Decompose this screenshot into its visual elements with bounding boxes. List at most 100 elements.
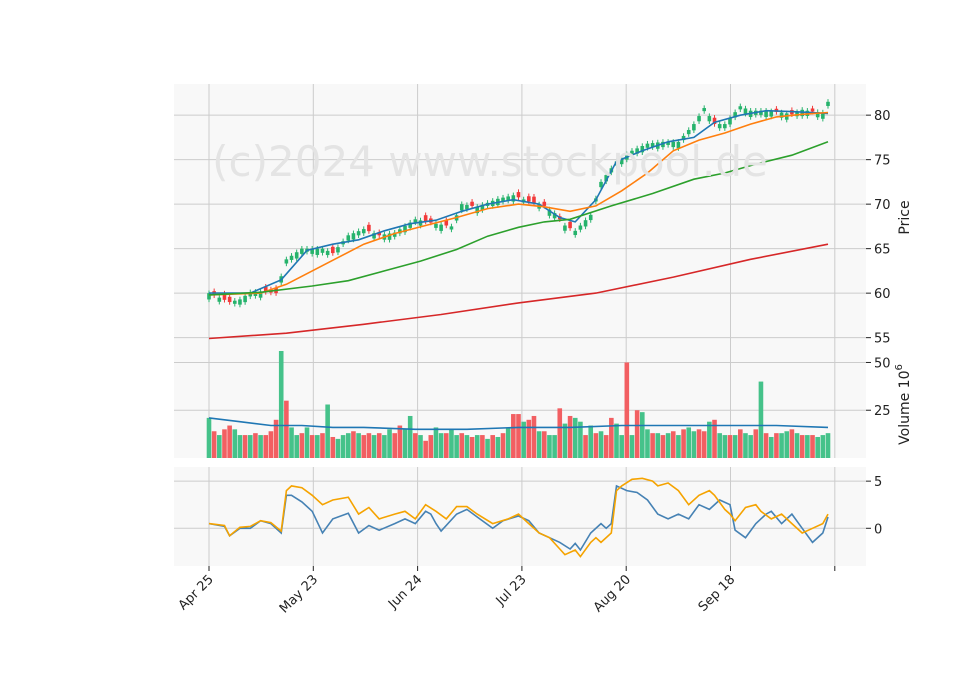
candle [336,247,340,253]
volume-bar [438,433,444,458]
volume-bar [242,435,248,458]
volume-bar [397,425,403,458]
candle [516,192,521,198]
x-tick-label: Jul 23 [493,572,530,609]
candle [459,204,464,211]
watermark: (c)2024 www.stockpool.de [212,137,768,186]
volume-bar [284,400,289,458]
volume-bar [598,431,604,458]
candle [263,286,268,292]
candle [764,110,768,118]
volume-bar [738,429,743,458]
volume-bar [294,435,299,458]
candle [238,299,242,305]
volume-bar [789,429,795,458]
candle [387,233,392,240]
volume-bar [691,431,697,458]
candle [511,195,516,202]
candle [294,252,299,259]
volume-bar [500,433,506,458]
volume-bar [469,436,475,458]
volume-bar [660,435,666,458]
volume-bar [624,362,630,458]
candle [759,110,763,115]
volume-bar [392,433,397,458]
volume-bar [707,421,712,458]
volume-bar [474,435,480,458]
price-tick-label: 55 [874,332,891,347]
candle [547,209,552,216]
candle [578,225,583,230]
volume-bar [366,433,372,458]
volume-bar [289,427,294,458]
volume-bar [645,429,650,458]
price-tick-label: 75 [874,154,891,169]
candle [702,108,706,112]
candle [284,259,289,264]
candle [222,293,227,300]
candle [300,248,304,254]
oscillator-grid [174,480,866,529]
candle [712,117,717,125]
x-tick-label: May 23 [277,572,321,616]
volume-bar [619,435,624,458]
candle [320,248,325,253]
volume-bar [763,433,769,458]
candle [821,112,825,119]
candle [676,141,681,149]
volume-bar [268,431,274,458]
candle [310,248,314,254]
volume-bar [361,435,367,458]
volume-bar [320,433,325,458]
volume-bar [531,415,537,458]
volume-bar [263,435,269,458]
moving-average-line [208,243,829,340]
candle [681,135,686,141]
volume-bar [758,381,764,458]
candle [465,205,469,210]
candle [480,204,485,211]
volume-bar [237,435,243,458]
volume-bar [371,435,377,458]
candle [738,106,743,110]
candle [434,223,438,228]
volume-bar [686,427,692,458]
candle [207,293,211,300]
candle [645,143,650,148]
volume-bar [562,423,568,458]
volume-bar [784,431,790,458]
volume-tick-label: 25 [874,404,891,419]
volume-bar [547,435,552,458]
volume-bar [433,427,439,458]
volume-bar [670,431,676,458]
candle [325,250,330,256]
volume-bar [603,435,609,458]
candle [403,225,407,233]
volume-bar [634,410,640,458]
candle [588,214,593,221]
volume-bar [748,435,753,458]
candle [707,116,712,122]
volume-bar [454,435,459,458]
price-tick-label: 65 [874,243,891,258]
volume-bar [413,433,418,458]
volume-bar [459,433,465,458]
volume-bar [217,435,222,458]
candle [568,221,572,229]
volume-bar [485,438,490,458]
candle [614,161,619,166]
x-tick-label: Jun 24 [385,572,425,612]
volume-bar [717,433,722,458]
candle [217,297,222,302]
volume-bar [258,435,263,458]
volume-bar [593,433,599,458]
candle [743,108,748,114]
volume-bar [382,435,387,458]
candle [449,226,454,230]
volume-bar [340,435,346,458]
candle [810,108,815,112]
volume-bar [552,435,557,458]
candle [289,255,294,260]
volume-bar [335,438,341,458]
